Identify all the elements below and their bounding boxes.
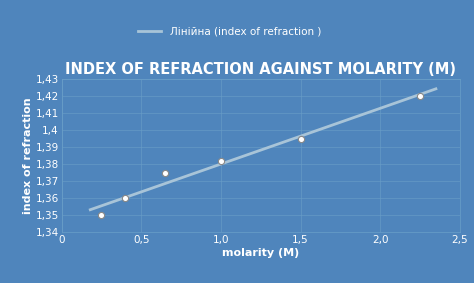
Лінійна (index of refraction ) bbox=[87, 208, 93, 211]
Point bbox=[416, 94, 424, 98]
Y-axis label: index of refraction: index of refraction bbox=[23, 97, 33, 214]
Title: INDEX OF REFRACTION AGAINST MOLARITY (M): INDEX OF REFRACTION AGAINST MOLARITY (M) bbox=[65, 62, 456, 77]
Лінійна (index of refraction ) bbox=[403, 97, 409, 101]
X-axis label: molarity (M): molarity (M) bbox=[222, 248, 299, 258]
Лінійна (index of refraction ) bbox=[108, 201, 114, 204]
Point bbox=[98, 213, 105, 217]
Лінійна (index of refraction ) bbox=[180, 176, 185, 179]
Лінійна (index of refraction ) bbox=[433, 87, 439, 91]
Лінійна (index of refraction ) bbox=[416, 93, 421, 97]
Point bbox=[217, 158, 225, 163]
Лінійна (index of refraction ) bbox=[101, 203, 107, 207]
Legend: Лінійна (index of refraction ): Лінійна (index of refraction ) bbox=[138, 26, 321, 37]
Point bbox=[297, 136, 304, 141]
Line: Лінійна (index of refraction ): Лінійна (index of refraction ) bbox=[90, 89, 436, 210]
Point bbox=[121, 196, 129, 200]
Point bbox=[161, 170, 169, 175]
Лінійна (index of refraction ) bbox=[152, 186, 157, 189]
